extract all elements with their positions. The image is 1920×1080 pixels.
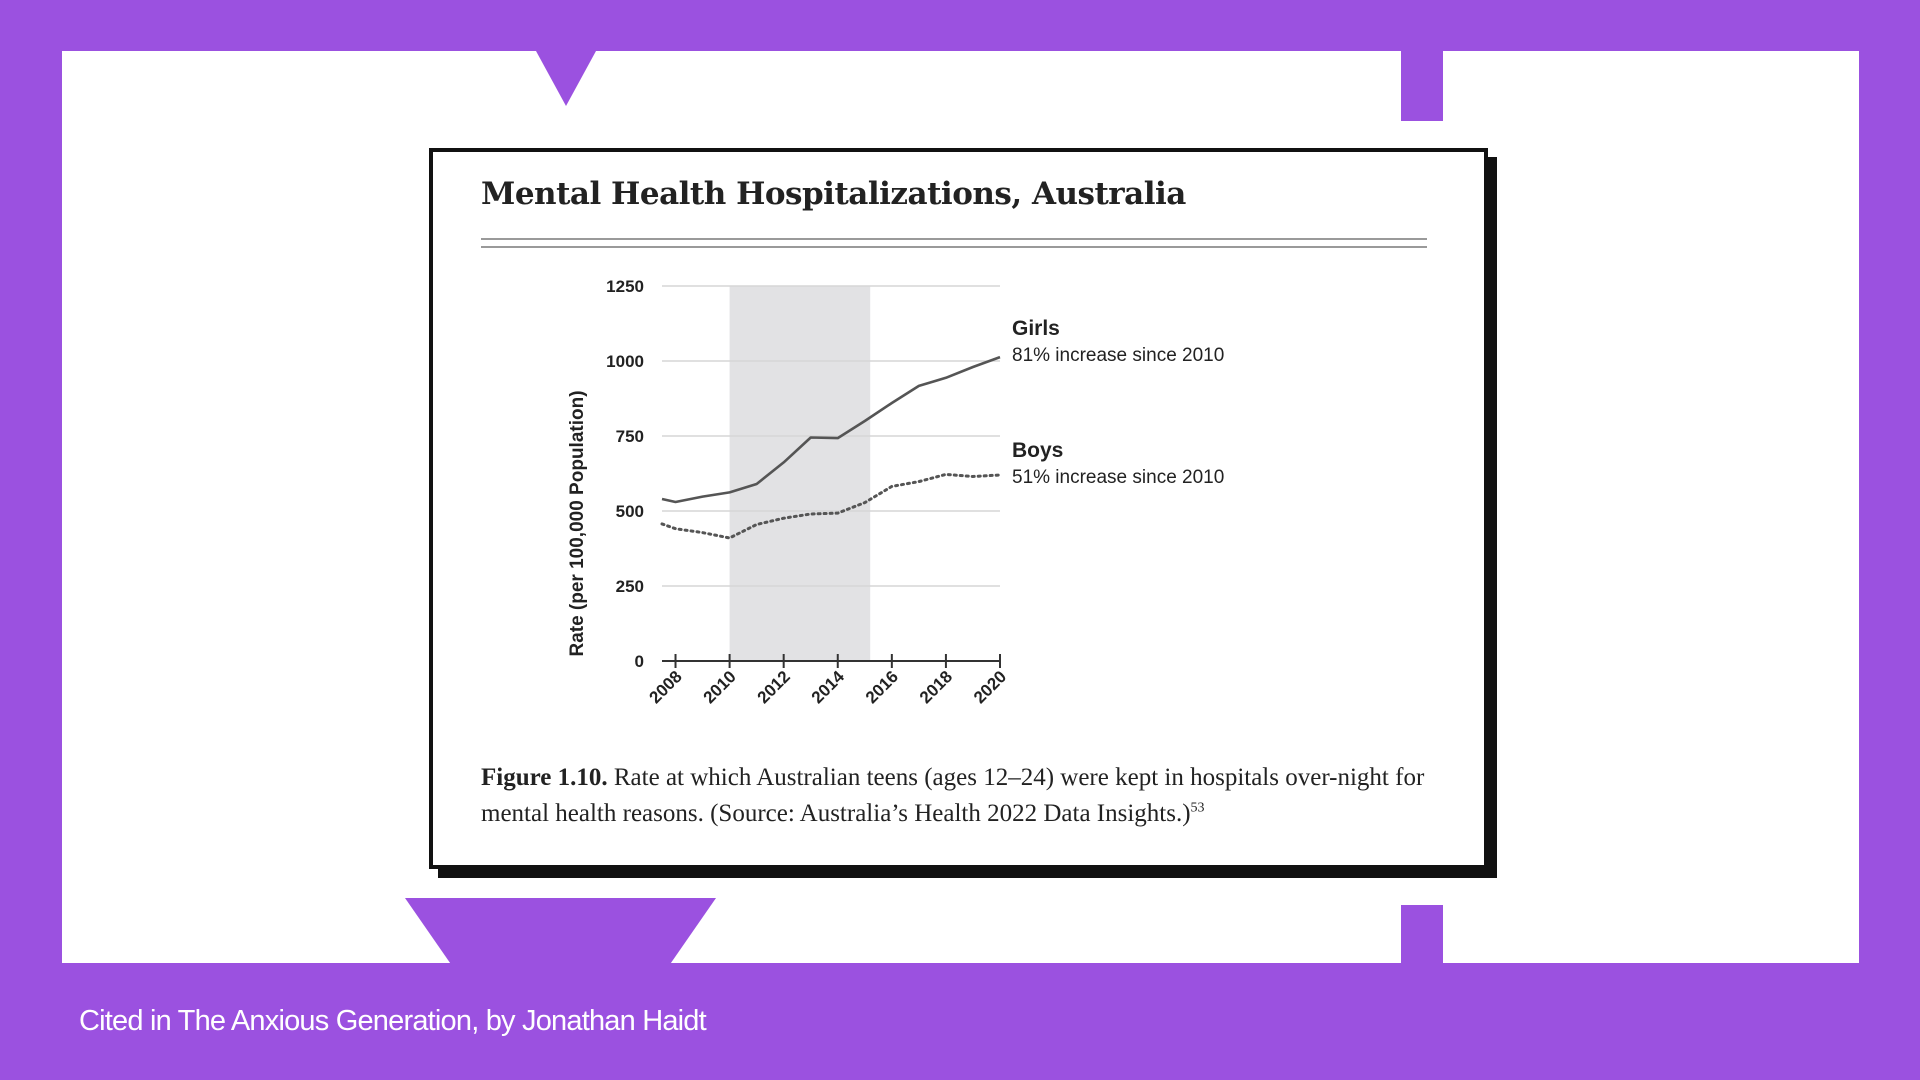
series-line-boys	[660, 472, 1002, 540]
notch-top-right	[1401, 51, 1443, 121]
figure-card: Mental Health Hospitalizations, Australi…	[429, 148, 1488, 869]
y-tick-label: 750	[616, 427, 644, 446]
y-tick-label: 0	[635, 652, 644, 671]
chart-title: Mental Health Hospitalizations, Australi…	[481, 176, 1186, 212]
figure-caption: Figure 1.10. Rate at which Australian te…	[481, 760, 1441, 832]
y-tick-label: 250	[616, 577, 644, 596]
y-tick-label: 500	[616, 502, 644, 521]
series-annotation-girls: 81% increase since 2010	[1012, 345, 1224, 366]
title-rule-bottom	[481, 246, 1427, 248]
notch-bottom-right	[1401, 905, 1443, 963]
x-tick-label: 2008	[646, 667, 686, 707]
notch-bottom-left	[405, 898, 716, 963]
series-name-boys: Boys	[1012, 439, 1063, 462]
x-tick-label: 2012	[754, 667, 794, 707]
y-tick-label: 1250	[606, 277, 644, 296]
y-axis-label: Rate (per 100,000 Population)	[567, 390, 588, 656]
x-tick-label: 2020	[970, 667, 1010, 707]
x-tick-label: 2016	[862, 667, 902, 707]
title-rule-top	[481, 238, 1427, 240]
x-tick-label: 2014	[808, 667, 849, 708]
series-annotation-boys: 51% increase since 2010	[1012, 467, 1224, 488]
shaded-period	[729, 286, 871, 661]
caption-text: Rate at which Australian teens (ages 12–…	[481, 764, 1425, 827]
footer-citation: Cited in The Anxious Generation, by Jona…	[79, 1005, 707, 1037]
x-tick-label: 2018	[916, 667, 956, 707]
caption-reference: 53	[1190, 800, 1205, 816]
series-line-girls	[661, 355, 1001, 504]
line-chart: 0 250 500 750 1000 1250 2008 2010 2012 2014 2016 20…	[567, 277, 1224, 708]
x-tick-label: 2010	[700, 667, 740, 707]
series-name-girls: Girls	[1012, 317, 1060, 340]
caption-label: Figure 1.10.	[481, 764, 608, 791]
y-tick-label: 1000	[606, 352, 644, 371]
